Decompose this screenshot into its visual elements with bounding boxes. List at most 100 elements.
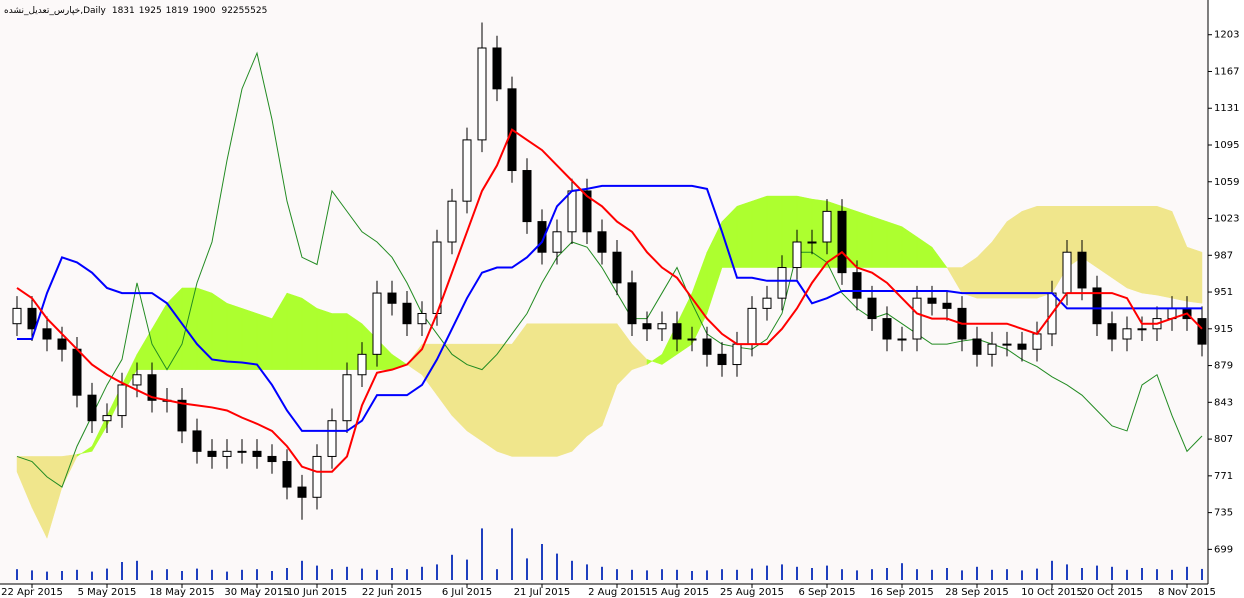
volume-bar: [946, 568, 948, 580]
x-tick-label: 6 Sep 2015: [798, 587, 855, 598]
volume-bar: [556, 553, 558, 580]
candle-body: [672, 323, 682, 340]
y-tick-label: 951: [1214, 287, 1233, 298]
x-tick-label: 18 May 2015: [149, 587, 214, 598]
x-tick-label: 6 Jul 2015: [442, 587, 492, 598]
volume-bar: [1141, 568, 1143, 580]
x-tick-label: 5 May 2015: [78, 587, 137, 598]
cloud-segment: [751, 195, 768, 268]
cloud-segment: [871, 216, 888, 268]
cloud-segment: [1096, 206, 1113, 279]
y-tick-label: 1023: [1214, 214, 1239, 225]
candle-body: [552, 231, 562, 253]
volume-bar: [1111, 566, 1113, 580]
candle-body: [837, 210, 847, 274]
y-tick-label: 735: [1214, 508, 1233, 519]
cloud-segment: [526, 323, 543, 457]
candle-body: [237, 450, 247, 453]
y-tick-label: 1203: [1214, 30, 1239, 41]
cloud-segment: [451, 343, 468, 432]
candle-body: [342, 374, 352, 422]
volume-bar: [781, 564, 783, 580]
cloud-segment: [331, 313, 348, 370]
volume-bar: [796, 566, 798, 580]
volume-bar: [331, 569, 333, 580]
volume-bar: [721, 569, 723, 580]
volume-bar: [751, 568, 753, 580]
candle-body: [102, 415, 112, 422]
cloud-segment: [181, 287, 198, 370]
y-tick-label: 1167: [1214, 66, 1239, 77]
candle-body: [1062, 251, 1072, 294]
volume-bar: [1051, 560, 1053, 580]
volume-bar: [841, 569, 843, 580]
volume-bar: [586, 564, 588, 580]
volume-bar: [481, 528, 483, 580]
volume-bar: [601, 566, 603, 580]
candle-body: [177, 399, 187, 432]
candle-body: [192, 430, 202, 452]
volume-bar: [1036, 568, 1038, 580]
candle-body: [897, 338, 907, 341]
candle-body: [822, 210, 832, 243]
y-tick-label: 807: [1214, 434, 1233, 445]
volume-bar: [226, 571, 228, 580]
cloud-segment: [511, 322, 528, 457]
volume-bar: [136, 560, 138, 580]
candle-body: [567, 190, 577, 233]
volume-bar: [361, 568, 363, 580]
candle-body: [447, 200, 457, 243]
volume-bar: [631, 569, 633, 580]
volume-bar: [916, 569, 918, 580]
info-open: 1831: [112, 6, 135, 16]
cloud-segment: [931, 246, 948, 268]
candle-body: [1107, 323, 1117, 340]
volume-bar: [31, 570, 33, 580]
candle-body: [687, 338, 697, 341]
candle-body: [1032, 333, 1042, 350]
volume-bar: [466, 559, 468, 580]
candle-body: [882, 318, 892, 340]
candle-body: [702, 338, 712, 355]
y-tick-label: 1095: [1214, 140, 1239, 151]
candle-body: [1017, 343, 1027, 350]
candle-body: [282, 461, 292, 488]
volume-bar: [811, 568, 813, 580]
volume-bar: [511, 528, 513, 580]
candle-body: [477, 47, 487, 141]
candle-body: [912, 297, 922, 340]
candle-body: [1137, 328, 1147, 331]
x-tick-label: 10 Oct 2015: [1021, 587, 1083, 598]
y-tick-label: 771: [1214, 471, 1233, 482]
candle-body: [1002, 343, 1012, 346]
volume-bar: [736, 569, 738, 580]
cloud-segment: [481, 343, 498, 452]
candle-body: [42, 328, 52, 340]
volume-bar: [256, 569, 258, 580]
volume-bar: [61, 571, 63, 580]
volume-bar: [1171, 569, 1173, 580]
cloud-segment: [286, 292, 303, 370]
candle-body: [762, 297, 772, 309]
x-tick-label: 21 Jul 2015: [514, 587, 571, 598]
candle-body: [312, 455, 322, 498]
candle-body: [297, 486, 307, 498]
volume-bar: [286, 568, 288, 580]
candle-body: [717, 353, 727, 366]
volume-bar: [196, 568, 198, 580]
volume-bar: [451, 554, 453, 580]
volume-bar: [91, 571, 93, 580]
x-tick-label: 30 May 2015: [224, 587, 289, 598]
volume-bar: [991, 569, 993, 580]
y-tick-label: 699: [1214, 544, 1233, 555]
volume-bar: [961, 570, 963, 580]
candle-body: [372, 292, 382, 355]
volume-bar: [1186, 566, 1188, 580]
cloud-segment: [736, 200, 753, 268]
volume-bar: [406, 569, 408, 580]
volume-bar: [571, 560, 573, 580]
candle-body: [222, 450, 232, 457]
y-tick-label: 915: [1214, 324, 1233, 335]
cloud-segment: [1111, 206, 1128, 289]
